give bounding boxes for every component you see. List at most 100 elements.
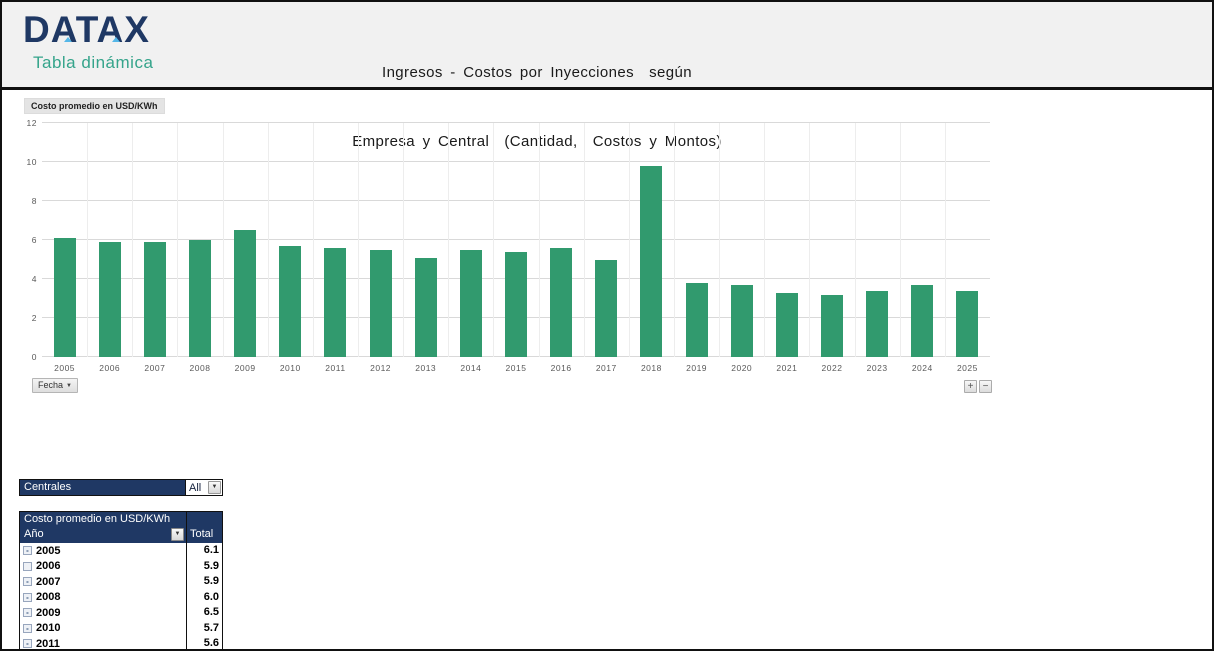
x-axis-tick-label: 2024 [911, 363, 933, 373]
expand-collapse-icon[interactable] [23, 561, 32, 571]
year-label: 2007 [36, 575, 61, 588]
axis-field-button[interactable]: Fecha ▼ [32, 378, 78, 393]
row-header-label: Año [24, 528, 44, 540]
x-axis-tick-label: 2025 [956, 363, 978, 373]
bar-2025[interactable] [956, 290, 979, 357]
year-label: 2008 [36, 591, 61, 604]
gridline [42, 200, 990, 201]
report-title-line2: Empresa y Central (Cantidad, Costos y Mo… [352, 133, 722, 150]
chevron-down-icon: ▼ [174, 531, 181, 537]
bar-2012[interactable] [369, 249, 392, 357]
total-value-cell: 5.9 [186, 558, 222, 574]
table-row: -2007 5.9 [20, 574, 222, 590]
collapse-field-button[interactable]: − [979, 380, 992, 393]
year-label: 2006 [36, 560, 61, 573]
gridline [42, 239, 990, 240]
bar-2020[interactable] [730, 284, 753, 357]
gridline [493, 123, 495, 357]
row-filter-dropdown-button[interactable]: ▼ [171, 528, 184, 541]
pivot-table-title: Costo promedio en USD/KWh [24, 513, 171, 525]
bar-2024[interactable] [911, 284, 934, 357]
y-axis-tick-label: 12 [26, 118, 37, 128]
pivot-table-body: -2005 6.1 2006 5.9-2007 5.9-2008 6.0-2009 6.5-… [20, 543, 222, 649]
expand-collapse-icon[interactable]: - [23, 577, 32, 587]
value-field-button[interactable]: Costo promedio en USD/KWh [24, 98, 165, 114]
total-value-cell: 5.6 [186, 636, 222, 649]
centrales-filter: Centrales All ▼ [19, 479, 223, 496]
bar-2011[interactable] [324, 247, 347, 357]
y-axis-tick-label: 8 [31, 196, 37, 206]
gridline [809, 123, 811, 357]
y-axis: 0 2 4 6 8 10 12 [17, 118, 37, 362]
bar-2019[interactable] [685, 282, 708, 357]
value-header-label: Total [186, 527, 222, 543]
bar-2023[interactable] [866, 290, 889, 357]
table-row: -2009 6.5 [20, 605, 222, 621]
bar-2008[interactable] [189, 240, 211, 357]
gridline [312, 123, 314, 357]
expand-collapse-icon[interactable]: - [23, 608, 32, 618]
x-axis-tick-label: 2011 [325, 363, 346, 373]
banner: DATAX Tabla dinámica Ingresos - Costos p… [2, 2, 1212, 150]
logo-accent-icon [64, 37, 72, 42]
y-axis-tick-label: 4 [31, 274, 37, 284]
bar-2007[interactable] [143, 241, 166, 357]
x-axis-tick-label: 2017 [595, 363, 617, 373]
gridline [538, 123, 540, 357]
row-label-cell: -2011 [20, 636, 186, 649]
bar-2021[interactable] [775, 292, 798, 357]
expand-collapse-icon[interactable]: - [23, 623, 32, 633]
year-label: 2009 [36, 606, 61, 619]
bar-2014[interactable] [459, 249, 482, 357]
gridline [177, 123, 179, 357]
x-axis-tick-label: 2008 [189, 363, 211, 373]
table-row: -2011 5.6 [20, 636, 222, 649]
gridline [764, 123, 766, 357]
centrales-filter-value-cell[interactable]: All ▼ [185, 480, 222, 495]
gridline [222, 123, 224, 357]
pivot-table: Costo promedio en USD/KWh Año ▼ Total -2… [19, 511, 223, 649]
brand-subtitle: Tabla dinámica [33, 53, 154, 72]
x-axis-tick-label: 2010 [279, 363, 301, 373]
gridline [628, 123, 630, 357]
centrales-filter-value: All [189, 481, 202, 494]
centrales-filter-label: Centrales [24, 481, 72, 493]
x-axis-tick-label: 2012 [370, 363, 392, 373]
x-axis-tick-label: 2016 [550, 363, 572, 373]
logo-accent-icon [112, 37, 120, 42]
bar-2010[interactable] [279, 245, 302, 357]
row-label-cell: -2009 [20, 605, 186, 621]
bar-2006[interactable] [98, 241, 121, 357]
bar-2005[interactable] [53, 238, 76, 357]
x-axis-tick-label: 2013 [415, 363, 437, 373]
centrales-dropdown-button[interactable]: ▼ [208, 481, 221, 494]
expand-collapse-icon[interactable]: - [23, 592, 32, 602]
x-axis-tick-label: 2006 [99, 363, 121, 373]
gridline [42, 161, 990, 162]
expand-field-button[interactable]: + [964, 380, 977, 393]
total-value-cell: 6.1 [186, 543, 222, 559]
gridline [674, 123, 675, 357]
table-row: 2006 5.9 [20, 558, 222, 574]
bar-2015[interactable] [505, 251, 527, 357]
bar-2018[interactable] [640, 165, 663, 357]
pivot-chart: Costo promedio en USD/KWh 0 2 4 6 8 10 12 2005… [17, 97, 997, 397]
plot-area: 2005 2006 2007 2008 2009 2010 2011 2012 2013 2014… [42, 122, 990, 373]
expand-collapse-icon[interactable]: - [23, 639, 32, 649]
row-label-cell: -2007 [20, 574, 186, 590]
x-axis-tick-label: 2020 [731, 363, 753, 373]
y-axis-tick-label: 6 [31, 235, 37, 245]
bar-2013[interactable] [414, 257, 437, 357]
x-axis-tick-label: 2007 [144, 363, 166, 373]
chevron-down-icon: ▼ [66, 383, 72, 389]
expand-collapse-icon[interactable]: - [23, 546, 32, 556]
bar-2017[interactable] [595, 259, 618, 357]
axis-field-label: Fecha [38, 380, 64, 390]
table-row: -2010 5.7 [20, 620, 222, 636]
year-label: 2010 [36, 622, 61, 635]
total-value-cell: 6.5 [186, 605, 222, 621]
bar-2022[interactable] [821, 294, 843, 357]
bar-2009[interactable] [234, 230, 257, 357]
bar-2016[interactable] [550, 247, 573, 357]
